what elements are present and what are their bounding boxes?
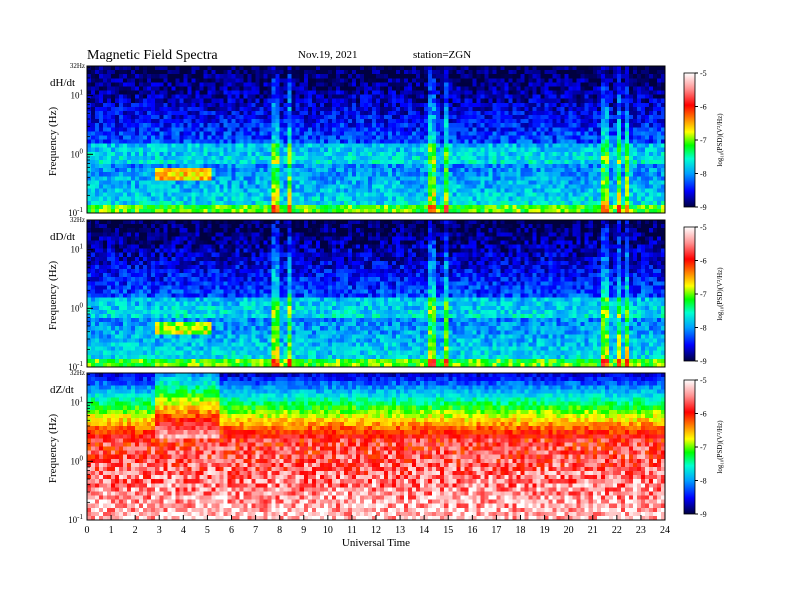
colorbar-tick-label: -9	[700, 357, 707, 366]
colorbar-label: log₁₀(PSD)(V²/Hz)	[716, 267, 724, 321]
x-tick-label: 16	[467, 525, 477, 536]
colorbar-tick-label: -8	[700, 170, 707, 179]
colorbar-tick-label: -7	[700, 290, 707, 299]
colorbar-tick-label: -7	[700, 136, 707, 145]
colorbar-tick-label: -8	[700, 324, 707, 333]
colorbar-tick-label: -5	[700, 376, 707, 385]
y-tick-label: 101	[71, 89, 84, 101]
x-tick-label: 0	[85, 525, 90, 536]
x-tick-label: 14	[419, 525, 429, 536]
figure-station: station=ZGN	[413, 49, 471, 61]
x-tick-label: 15	[443, 525, 453, 536]
y-tick-label: 101	[71, 396, 84, 408]
panel-frame	[86, 65, 666, 214]
colorbar-tick-label: -5	[700, 223, 707, 232]
spectrogram-heatmap	[87, 66, 665, 213]
x-axis-label: Universal Time	[342, 537, 410, 549]
top-frequency-label: 32Hz	[70, 216, 85, 224]
x-tick-label: 24	[660, 525, 670, 536]
x-tick-label: 10	[323, 525, 333, 536]
y-axis-label: Frequency (Hz)	[47, 261, 59, 331]
y-axis-label: Frequency (Hz)	[47, 414, 59, 484]
x-tick-label: 7	[253, 525, 258, 536]
top-frequency-label: 32Hz	[70, 62, 85, 70]
y-tick-label: 10-1	[68, 360, 83, 372]
colorbar-tick-label: -6	[700, 410, 707, 419]
colorbar-gradient	[683, 379, 696, 515]
colorbar-tick-label: -8	[700, 477, 707, 486]
colorbar-tick-label: -7	[700, 443, 707, 452]
y-tick-label: 101	[71, 243, 84, 255]
x-tick-label: 9	[301, 525, 306, 536]
colorbar-label: log₁₀(PSD)(V²/Hz)	[716, 420, 724, 474]
x-tick-label: 11	[347, 525, 357, 536]
x-tick-label: 23	[636, 525, 646, 536]
x-tick-label: 8	[277, 525, 282, 536]
x-tick-label: 12	[371, 525, 381, 536]
y-axis-label: Frequency (Hz)	[47, 107, 59, 177]
panel-label: dD/dt	[50, 231, 75, 243]
colorbar-tick-label: -9	[700, 203, 707, 212]
top-frequency-label: 32Hz	[70, 369, 85, 377]
x-tick-label: 13	[395, 525, 405, 536]
panel-label: dH/dt	[50, 77, 75, 89]
figure-date: Nov.19, 2021	[298, 49, 357, 61]
colorbar: -5 -6 -7 -8 -9 log₁₀(PSD)(V²/Hz)	[683, 223, 724, 366]
colorbar-gradient	[683, 226, 696, 362]
x-tick-label: 18	[516, 525, 526, 536]
x-tick-label: 6	[229, 525, 234, 536]
x-tick-label: 19	[540, 525, 550, 536]
x-tick-label: 4	[181, 525, 186, 536]
panel-label: dZ/dt	[50, 384, 74, 396]
x-tick-label: 2	[133, 525, 138, 536]
x-tick-label: 1	[109, 525, 114, 536]
colorbar-tick-label: -5	[700, 69, 707, 78]
colorbar-tick-label: -6	[700, 257, 707, 266]
x-tick-label: 17	[491, 525, 501, 536]
colorbar: -5 -6 -7 -8 -9 log₁₀(PSD)(V²/Hz)	[683, 376, 724, 519]
spectrogram-heatmap	[87, 220, 665, 367]
y-tick-label: 100	[71, 301, 84, 313]
y-tick-label: 100	[71, 147, 84, 159]
y-tick-label: 10-1	[68, 513, 83, 525]
x-tick-label: 5	[205, 525, 210, 536]
x-tick-label: 20	[564, 525, 574, 536]
colorbar-label: log₁₀(PSD)(V²/Hz)	[716, 113, 724, 167]
y-tick-label: 10-1	[68, 206, 83, 218]
colorbar: -5 -6 -7 -8 -9 log₁₀(PSD)(V²/Hz)	[683, 69, 724, 212]
figure-title: Magnetic Field Spectra	[87, 48, 218, 63]
spectrogram-heatmap	[87, 373, 665, 520]
x-tick-label: 22	[612, 525, 622, 536]
colorbar-tick-label: -6	[700, 103, 707, 112]
colorbar-gradient	[683, 72, 696, 208]
x-tick-label: 21	[588, 525, 598, 536]
x-tick-label: 3	[157, 525, 162, 536]
y-tick-label: 100	[71, 454, 84, 466]
panel-frame	[86, 219, 666, 368]
colorbar-tick-label: -9	[700, 510, 707, 519]
